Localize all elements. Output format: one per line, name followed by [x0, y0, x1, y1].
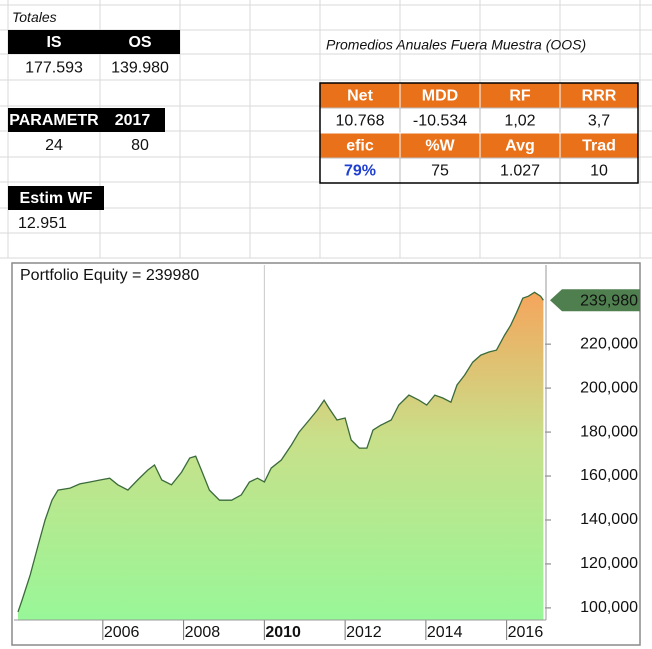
last-value-marker — [550, 289, 640, 312]
cell-bg — [480, 108, 560, 133]
cell-bg — [8, 30, 100, 54]
y-tick-label: 160,000 — [580, 467, 638, 484]
cell-bg — [560, 158, 638, 183]
cell-bg — [400, 133, 480, 158]
cell-bg — [400, 158, 480, 183]
chart-title: Portfolio Equity = 239980 — [20, 267, 199, 284]
header-cell: Net — [347, 88, 373, 105]
spreadsheet: Totales IS OS 177.593 139.980 PARAMETR 2017 24 8… — [0, 0, 652, 259]
cell: 75 — [431, 163, 449, 180]
cell: 10 — [590, 163, 608, 180]
cell-bg — [400, 108, 480, 133]
cell-bg — [320, 158, 400, 183]
sheet-label: Totales — [12, 9, 57, 25]
cell-bg — [100, 30, 180, 54]
cell-bg — [480, 133, 560, 158]
table-border — [319, 82, 639, 184]
x-tick-label: 2014 — [427, 624, 463, 641]
y-tick-label: 180,000 — [580, 423, 638, 440]
y-tick-label: 220,000 — [580, 335, 638, 352]
cell: 12.951 — [18, 215, 67, 232]
cell: 10.768 — [336, 113, 385, 130]
cell-bg — [320, 133, 400, 158]
cell-bg — [8, 186, 104, 210]
y-tick-label: 120,000 — [580, 555, 638, 572]
header-cell: MDD — [422, 88, 458, 105]
y-tick-label: 200,000 — [580, 379, 638, 396]
y-tick-label: 140,000 — [580, 511, 638, 528]
y-tick-label: 100,000 — [580, 599, 638, 616]
x-tick-label: 2008 — [185, 624, 221, 641]
cell: 177.593 — [25, 60, 83, 77]
equity-area — [18, 292, 544, 620]
x-tick-label: 2010 — [265, 624, 301, 641]
cell: 3,7 — [588, 113, 610, 130]
header-cell: RF — [509, 88, 531, 105]
cell: 80 — [131, 137, 149, 154]
cell-bg — [480, 83, 560, 108]
header-cell: PARAMETR — [9, 112, 99, 129]
cell-bg — [560, 83, 638, 108]
cell: 1.027 — [500, 163, 540, 180]
cell: 139.980 — [111, 60, 169, 77]
header-cell: Trad — [582, 138, 616, 155]
equity-line — [17, 291, 544, 613]
cell-bg — [320, 108, 400, 133]
cell: 1,02 — [504, 113, 535, 130]
chart: 2006 2008 2010 2012 2014 2016 100,000 120,000 14… — [11, 262, 641, 646]
x-tick-label: 2016 — [508, 624, 544, 641]
header-cell: IS — [46, 34, 61, 51]
header-cell: %W — [425, 138, 455, 155]
cell: 24 — [45, 137, 63, 154]
header-cell: Avg — [505, 138, 535, 155]
cell-bg — [560, 133, 638, 158]
cell-bg — [400, 83, 480, 108]
cell: -10.534 — [413, 113, 467, 130]
x-tick-label: 2006 — [104, 624, 140, 641]
sheet-label: Promedios Anuales Fuera Muestra (OOS) — [326, 37, 586, 53]
cell-bg — [560, 108, 638, 133]
last-value-label: 239,980 — [580, 292, 638, 309]
header-cell: RRR — [582, 88, 617, 105]
cell: 79% — [344, 163, 376, 180]
header-cell: OS — [128, 34, 151, 51]
header-cell: 2017 — [115, 112, 151, 129]
header-cell: efic — [346, 138, 374, 155]
cell-bg — [100, 108, 165, 132]
header-cell: Estim WF — [20, 190, 93, 207]
cell-bg — [480, 158, 560, 183]
cell-bg — [320, 83, 400, 108]
cell-bg — [8, 108, 100, 132]
x-tick-label: 2012 — [346, 624, 382, 641]
